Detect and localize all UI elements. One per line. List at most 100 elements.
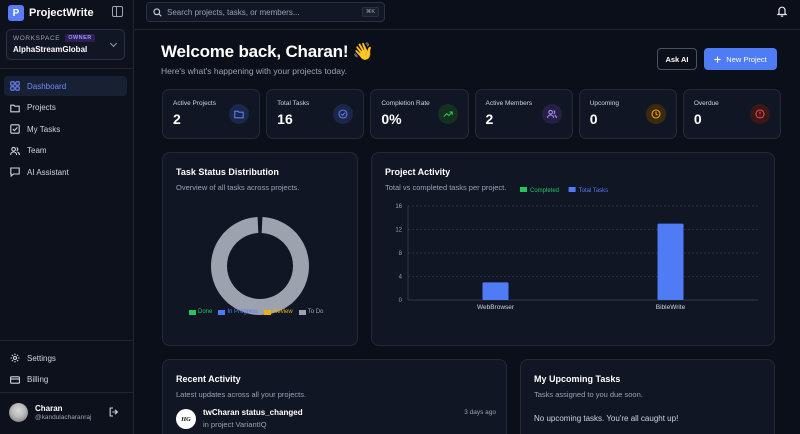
card-subtitle: Tasks assigned to you due soon.	[534, 390, 643, 399]
stat-card-completion-rate[interactable]: Completion Rate 0%	[370, 89, 469, 139]
stat-value: 0	[589, 111, 598, 127]
trend-up-icon	[437, 104, 458, 124]
workspace-name: AlphaStreamGlobal	[13, 45, 88, 54]
stat-card-overdue[interactable]: Overdue 0	[682, 89, 782, 139]
card-icon	[10, 375, 20, 384]
svg-text:Total Tasks: Total Tasks	[579, 188, 609, 194]
legend-item-in-progress[interactable]: In Progress	[218, 309, 258, 315]
legend-item-to-do[interactable]: To Do	[298, 309, 323, 315]
divider	[0, 392, 134, 393]
sidebar-item-label: AI Assistant	[27, 167, 69, 177]
ask-ai-button[interactable]: Ask AI	[657, 48, 697, 70]
workspace-role-badge: OWNER	[65, 34, 95, 42]
stat-value: 2	[485, 111, 494, 127]
stat-label: Active Members	[485, 100, 533, 107]
sidebar-toggle-icon[interactable]	[112, 6, 123, 17]
stat-value: 2	[173, 111, 181, 127]
sidebar-item-label: Projects	[27, 103, 56, 112]
empty-state-text: No upcoming tasks. You're all caught up!	[534, 414, 679, 423]
donut-chart	[211, 217, 309, 315]
top-bar: ⌘K	[135, 0, 800, 30]
card-title: My Upcoming Tasks	[534, 374, 621, 384]
user-profile[interactable]: Charan @kandulacharanraj	[9, 401, 127, 423]
workspace-label: WORKSPACE	[13, 34, 61, 42]
activity-time: 3 days ago	[464, 409, 496, 416]
search-box[interactable]: ⌘K	[146, 2, 385, 22]
main-content: Welcome back, Charan! 👋 Here's what's ha…	[135, 31, 800, 434]
card-subtitle: Total vs completed tasks per project.	[385, 183, 507, 192]
bar-chart: Completed Total Tasks 0 4 8 12 16 WebBrowser Bib…	[395, 187, 758, 311]
stat-card-active-projects[interactable]: Active Projects 2	[162, 89, 261, 139]
sidebar-item-label: Dashboard	[27, 81, 67, 91]
task-status-card: Task Status Distribution Overview of all…	[162, 152, 358, 346]
folder-icon	[229, 104, 250, 124]
stat-card-upcoming[interactable]: Upcoming 0	[578, 89, 677, 139]
checkbox-icon	[10, 124, 20, 134]
bottom-nav: Settings Billing	[4, 348, 127, 391]
stat-label: Overdue	[693, 100, 719, 107]
y-tick-label: 12	[395, 228, 402, 234]
svg-text:Completed: Completed	[530, 188, 559, 194]
app-name: ProjectWrite	[29, 7, 94, 19]
sidebar-item-ai-assistant[interactable]: AI Assistant	[4, 162, 127, 182]
plus-icon	[714, 55, 721, 63]
workspace-switcher[interactable]: WORKSPACE OWNER AlphaStreamGlobal	[6, 29, 125, 60]
stat-label: Active Projects	[173, 100, 216, 107]
main-nav: Dashboard Projects My Tasks Team AI Assi…	[4, 76, 127, 184]
activity-detail: in project VariantIQ	[203, 420, 267, 429]
new-project-label: New Project	[726, 54, 767, 64]
activity-avatar: HG	[176, 409, 196, 429]
card-subtitle: Overview of all tasks across projects.	[176, 183, 300, 192]
page-title: Welcome back, Charan! 👋	[161, 42, 374, 61]
x-tick-label: BibleWrite	[656, 304, 686, 311]
stat-label: Completion Rate	[381, 100, 430, 107]
sidebar-item-billing[interactable]: Billing	[4, 370, 127, 390]
project-activity-card: Project Activity Total vs completed task…	[371, 152, 775, 346]
card-subtitle: Latest updates across all your projects.	[176, 390, 307, 399]
donut-legend: Done In Progress Review To Do	[189, 309, 323, 315]
divider	[0, 340, 134, 341]
bar-biblewrite-total-tasks[interactable]	[657, 223, 684, 300]
legend-item-done[interactable]: Done	[189, 309, 212, 315]
grid-icon	[10, 81, 20, 91]
legend-item-review[interactable]: Review	[264, 309, 293, 315]
new-project-button[interactable]: New Project	[704, 48, 777, 70]
page-subtitle: Here's what's happening with your projec…	[161, 66, 347, 76]
sidebar-item-dashboard[interactable]: Dashboard	[4, 76, 127, 96]
activity-item[interactable]: HG twCharan status_changed in project Va…	[176, 405, 496, 434]
legend-item-total-tasks[interactable]: Total Tasks	[568, 187, 609, 194]
check-circle-icon	[333, 104, 354, 124]
stat-card-total-tasks[interactable]: Total Tasks 16	[266, 89, 365, 139]
sidebar-item-team[interactable]: Team	[4, 141, 127, 161]
bar-webbrowser-total-tasks[interactable]	[482, 282, 509, 300]
sidebar-item-label: Billing	[27, 375, 49, 384]
search-icon	[153, 7, 162, 17]
card-title: Project Activity	[385, 167, 451, 177]
brand[interactable]: P ProjectWrite	[8, 4, 94, 22]
clock-icon	[645, 104, 666, 124]
users-icon	[10, 146, 20, 155]
sidebar-item-projects[interactable]: Projects	[4, 98, 127, 118]
chat-icon	[10, 167, 20, 177]
donut-slice-to-do[interactable]	[211, 217, 309, 315]
sidebar-item-label: Team	[27, 146, 47, 155]
activity-title: twCharan status_changed	[203, 408, 303, 417]
y-tick-label: 4	[399, 275, 403, 281]
alert-icon	[750, 104, 771, 124]
y-tick-label: 0	[399, 298, 403, 304]
bell-icon[interactable]	[776, 5, 788, 17]
sidebar-item-label: Settings	[27, 353, 56, 363]
sidebar-item-my-tasks[interactable]: My Tasks	[4, 119, 127, 139]
recent-activity-card: Recent Activity Latest updates across al…	[162, 359, 507, 434]
legend-item-completed[interactable]: Completed	[520, 187, 559, 194]
search-shortcut: ⌘K	[361, 7, 379, 17]
card-title: Recent Activity	[176, 374, 241, 384]
search-input[interactable]	[167, 7, 357, 17]
stat-card-active-members[interactable]: Active Members 2	[474, 89, 573, 139]
stat-value: 0	[693, 111, 702, 127]
sidebar: P ProjectWrite WORKSPACE OWNER AlphaStre…	[0, 0, 134, 434]
logout-icon[interactable]	[109, 407, 119, 417]
sidebar-item-settings[interactable]: Settings	[4, 348, 127, 368]
user-name: Charan	[35, 403, 63, 413]
gear-icon	[10, 353, 20, 363]
